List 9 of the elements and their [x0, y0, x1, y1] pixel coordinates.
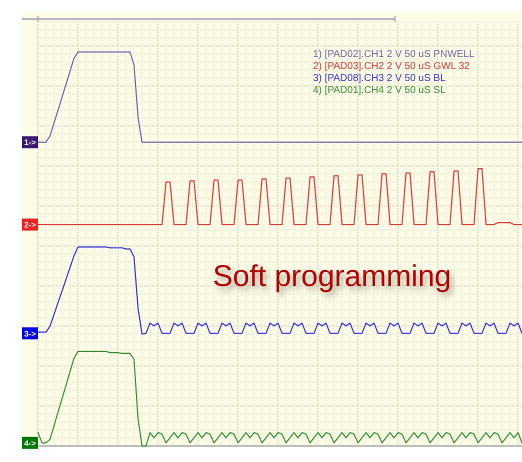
text: 2) [PAD03].CH2 2 V 50 uS GWL 32	[313, 61, 470, 72]
text: 4) [PAD01].CH4 2 V 50 uS SL	[313, 85, 446, 96]
text: 2->	[24, 220, 36, 230]
text: 1->	[24, 138, 36, 148]
text: 4->	[24, 438, 36, 448]
text: 3) [PAD08].CH3 2 V 50 uS BL	[313, 73, 446, 84]
text: 1) [PAD02].CH1 2 V 50 uS PNWELL	[313, 49, 475, 60]
text: 3->	[24, 329, 36, 338]
text: Soft programming	[212, 260, 452, 293]
